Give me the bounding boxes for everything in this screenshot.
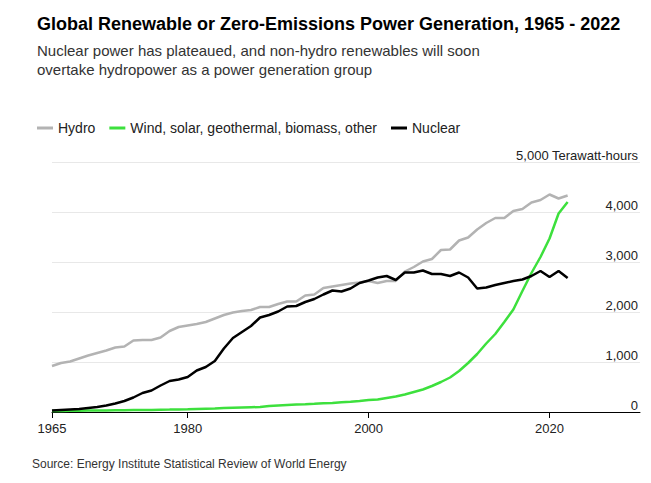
svg-text:Hydro: Hydro xyxy=(58,120,96,136)
svg-text:1980: 1980 xyxy=(173,421,202,436)
svg-text:2000: 2000 xyxy=(354,421,383,436)
svg-text:4,000: 4,000 xyxy=(605,198,638,213)
svg-text:1965: 1965 xyxy=(38,421,67,436)
svg-text:5,000 Terawatt-hours: 5,000 Terawatt-hours xyxy=(516,148,638,163)
svg-text:0: 0 xyxy=(631,398,638,413)
svg-text:Nuclear power has plateaued, a: Nuclear power has plateaued, and non-hyd… xyxy=(37,42,484,59)
svg-text:Wind, solar, geothermal, bioma: Wind, solar, geothermal, biomass, other xyxy=(130,120,377,136)
svg-text:Nuclear: Nuclear xyxy=(412,120,461,136)
svg-text:2020: 2020 xyxy=(535,421,564,436)
svg-text:Source: Energy Institute Stati: Source: Energy Institute Statistical Rev… xyxy=(32,457,347,471)
svg-text:3,000: 3,000 xyxy=(605,248,638,263)
svg-text:1,000: 1,000 xyxy=(605,348,638,363)
svg-text:2,000: 2,000 xyxy=(605,298,638,313)
svg-text:Global Renewable or Zero-Emiss: Global Renewable or Zero-Emissions Power… xyxy=(37,14,620,34)
svg-text:overtake hydropower as a power: overtake hydropower as a power generatio… xyxy=(37,61,372,78)
